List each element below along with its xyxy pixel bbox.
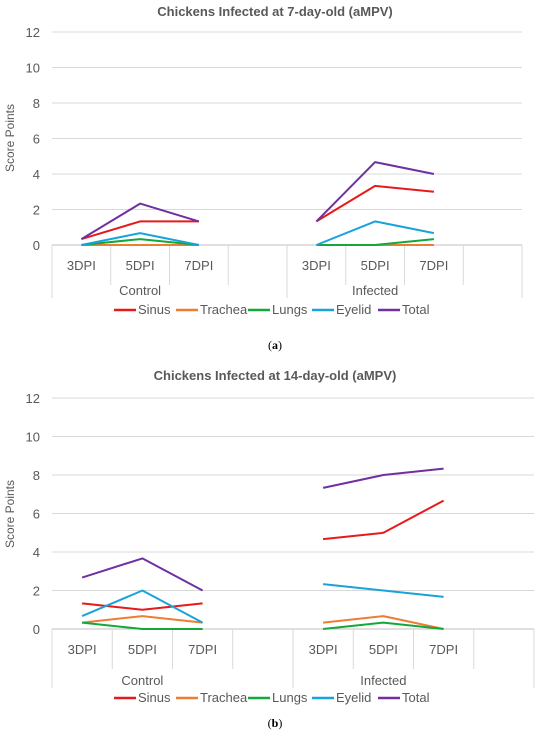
y-axis-label: Score Points [3,480,17,548]
legend-label: Trachea [200,690,248,705]
series-line-total [80,202,200,240]
y-tick-label: 2 [33,203,40,218]
y-tick-label: 6 [33,507,40,522]
series-line-total [315,161,435,223]
y-tick-label: 0 [33,622,40,637]
legend-label: Lungs [272,690,308,705]
series-line-sinus [81,220,199,241]
legend-label: Trachea [200,302,248,317]
chart-svg: Chickens Infected at 7-day-old (aMPV) 0 2 4… [3,4,523,317]
legend-label: Eyelid [336,690,371,705]
legend-label: Sinus [138,302,171,317]
y-tick-label: 12 [26,25,40,40]
chart-svg: Chickens Infected at 14-day-old (aMPV) 0 2… [3,368,535,705]
chart-b: Chickens Infected at 14-day-old (aMPV) 0 2… [0,366,550,706]
series-line-trachea [81,615,203,624]
legend-label: Sinus [138,690,171,705]
x-tick-label: 3DPI [68,642,97,657]
x-tick-label: 5DPI [361,258,390,273]
series-line-eyelid [81,232,200,246]
series-line-lungs [81,621,203,630]
x-tick-label: 7DPI [184,258,213,273]
x-tick-label: 3DPI [67,258,96,273]
group-label: Infected [360,673,406,688]
y-axis-label: Score Points [3,104,17,172]
x-tick-label: 5DPI [128,642,157,657]
legend-label: Total [402,690,430,705]
legend-label: Eyelid [336,302,371,317]
series-line-sinus [315,184,434,223]
y-tick-label: 8 [33,96,40,111]
legend-label: Lungs [272,302,308,317]
y-tick-label: 12 [26,391,40,406]
x-tick-label: 7DPI [429,642,458,657]
y-tick-label: 0 [33,238,40,253]
y-tick-label: 4 [33,545,40,560]
y-tick-label: 2 [33,584,40,599]
chart-title: Chickens Infected at 7-day-old (aMPV) [157,4,393,19]
chart-a: Chickens Infected at 7-day-old (aMPV) 0 2 4… [0,0,550,330]
series-line-sinus [322,499,445,541]
series-line-trachea [322,615,444,630]
series-line-lungs [81,238,199,246]
y-tick-label: 6 [33,132,40,147]
chart-title: Chickens Infected at 14-day-old (aMPV) [154,368,397,383]
group-label: Control [121,673,163,688]
series-line-lungs [316,238,434,246]
series-line-sinus [81,602,203,611]
y-tick-label: 10 [26,61,40,76]
group-label: Infected [352,283,398,298]
series-line-lungs [322,621,444,630]
caption-b: (b) [267,716,283,730]
series-line-total [81,557,204,592]
series-line-eyelid [322,583,444,598]
group-label: Control [119,283,161,298]
x-tick-label: 7DPI [419,258,448,273]
caption-b-letter: b [271,716,279,730]
series-line-eyelid [316,220,435,246]
x-tick-label: 3DPI [309,642,338,657]
caption-a-letter: a [272,338,278,352]
legend-label: Total [402,302,430,317]
x-tick-label: 7DPI [188,642,217,657]
x-tick-label: 5DPI [126,258,155,273]
x-tick-label: 5DPI [369,642,398,657]
x-tick-label: 3DPI [302,258,331,273]
series-line-eyelid [81,589,204,624]
y-tick-label: 4 [33,167,40,182]
series-line-total [322,467,444,489]
y-tick-label: 10 [26,430,40,445]
y-tick-label: 8 [33,468,40,483]
caption-a: (a) [268,338,282,352]
